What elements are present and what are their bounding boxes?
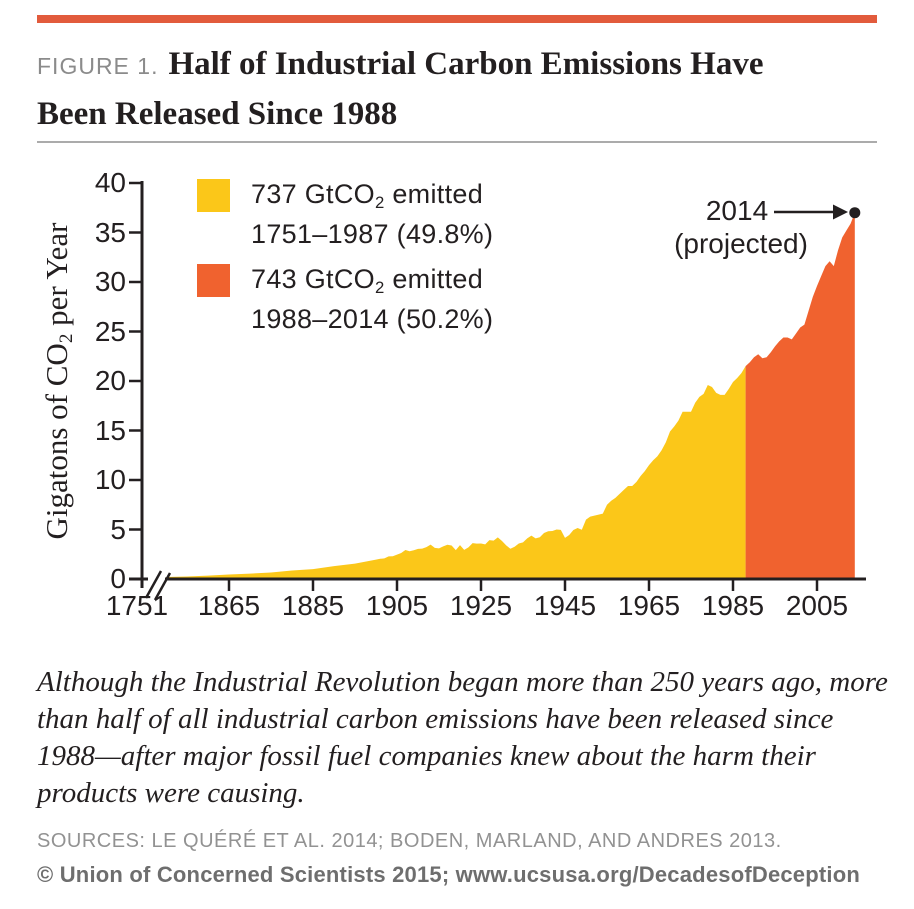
x-tick-label: 1885 <box>281 590 345 621</box>
legend-2-line-1: 743 GtCO2 emitted <box>251 264 484 297</box>
legend-2-line-2: 1988–2014 (50.2%) <box>251 304 494 334</box>
y-tick-label: 15 <box>94 414 126 446</box>
legend-swatch-orange <box>197 264 230 297</box>
x-tick-label: 1905 <box>365 590 429 621</box>
y-tick-label: 0 <box>110 563 126 594</box>
y-tick-label: 25 <box>94 315 126 347</box>
annotation-projected-label: (projected) <box>674 228 808 259</box>
copyright-line: © Union of Concerned Scientists 2015; ww… <box>37 862 861 887</box>
annotation-year-label: 2014 <box>705 195 769 226</box>
x-tick-label: 1865 <box>197 590 261 621</box>
area-series-1751-1987 <box>166 366 746 579</box>
x-tick-label: 2005 <box>785 590 849 621</box>
chart-legend: 737 GtCO2 emitted 1751–1987 (49.8%) 743 … <box>197 176 493 338</box>
legend-item-1988-2014: 743 GtCO2 emitted 1988–2014 (50.2%) <box>197 261 493 338</box>
y-tick-label: 5 <box>110 513 126 545</box>
title-line-2: Been Released Since 1988 <box>37 96 398 132</box>
figure-number-label: FIGURE 1. <box>37 53 159 79</box>
area-series-1988-2014 <box>745 212 855 579</box>
title-line-1: FIGURE 1. Half of Industrial Carbon Emiss… <box>37 40 882 90</box>
figure-title: FIGURE 1. Half of Industrial Carbon Emiss… <box>37 40 882 138</box>
projected-2014-point <box>849 207 861 219</box>
x-tick-label: 1965 <box>617 590 681 621</box>
x-tick-label: 1945 <box>533 590 597 621</box>
title-text-1: Half of Industrial Carbon Emissions Have <box>168 46 764 82</box>
figure-caption: Although the Industrial Revolution began… <box>37 666 888 809</box>
legend-1-line-1: 737 GtCO2 emitted <box>251 179 484 212</box>
header-divider-rule <box>37 141 877 143</box>
accent-top-bar <box>37 15 877 23</box>
sources-line: SOURCES: LE QUÉRÉ ET AL. 2014; BODEN, MA… <box>37 830 782 852</box>
legend-swatch-yellow <box>197 179 230 212</box>
y-tick-label: 40 <box>94 167 126 198</box>
legend-item-1751-1987: 737 GtCO2 emitted 1751–1987 (49.8%) <box>197 176 493 253</box>
annotation-arrow-head <box>833 204 848 220</box>
x-tick-label: 1985 <box>701 590 765 621</box>
x-tick-label: 1751 <box>105 590 169 621</box>
legend-1-line-2: 1751–1987 (49.8%) <box>251 219 494 249</box>
y-tick-label: 30 <box>94 266 126 297</box>
y-tick-label: 20 <box>94 365 126 396</box>
y-tick-label: 35 <box>94 216 126 248</box>
x-tick-label: 1925 <box>449 590 513 621</box>
y-tick-label: 10 <box>94 464 126 495</box>
